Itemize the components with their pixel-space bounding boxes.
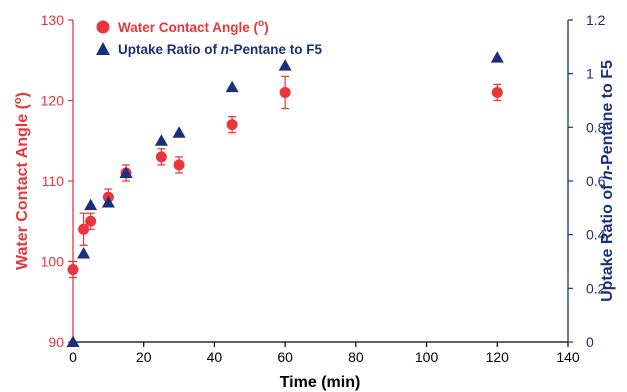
- legend-label-uptake-ratio: Uptake Ratio of n-Pentane to F5: [118, 42, 323, 57]
- contact-angle-point: [226, 119, 238, 131]
- axes: 0 20 40 60 80 100 120 140 90 100 110 120 130 0 0.2 0.4 0…: [41, 12, 606, 365]
- contact-angle-point: [67, 264, 79, 276]
- contact-angle-point: [155, 151, 167, 163]
- uptake-ratio-point: [101, 195, 115, 208]
- y-left-tick-label: 120: [41, 93, 65, 109]
- x-tick-label: 0: [69, 349, 77, 365]
- x-tick-label: 140: [556, 349, 580, 365]
- x-tick-label: 40: [207, 349, 223, 365]
- legend: Water Contact Angle (o) Uptake Ratio of …: [96, 18, 323, 57]
- y-right-tick-label: 0.2: [586, 280, 606, 296]
- contact-angle-point: [78, 223, 90, 235]
- legend-triangle-marker: [96, 42, 110, 55]
- uptake-ratio-point: [172, 126, 186, 138]
- uptake-ratio-point: [77, 246, 91, 259]
- y-left-tick-label: 130: [41, 12, 65, 28]
- y-left-tick-label: 100: [41, 254, 65, 270]
- contact-angle-point: [85, 215, 97, 227]
- x-axis-title: Time (min): [280, 374, 361, 391]
- y-right-tick-label: 1: [586, 66, 594, 82]
- y-axis-left-title: Water Contact Angle (o): [12, 92, 31, 270]
- y-right-tick-label: 0.4: [586, 227, 606, 243]
- contact-angle-point: [491, 86, 503, 98]
- y-right-tick-label: 0.6: [586, 173, 606, 189]
- contact-angle-point: [173, 159, 185, 171]
- uptake-ratio-point: [490, 51, 504, 63]
- uptake-ratio-series: [66, 51, 504, 347]
- x-tick-label: 20: [136, 349, 152, 365]
- x-tick-label: 120: [486, 349, 510, 365]
- y-left-tick-label: 110: [42, 173, 65, 189]
- uptake-ratio-point: [278, 59, 292, 71]
- contact-angle-point: [279, 86, 291, 98]
- uptake-ratio-point: [66, 335, 80, 347]
- legend-label-contact-angle: Water Contact Angle (o): [118, 18, 269, 35]
- uptake-ratio-point: [119, 166, 133, 178]
- x-tick-label: 80: [348, 349, 364, 365]
- x-tick-label: 60: [277, 349, 293, 365]
- y-right-tick-label: 1.2: [586, 12, 606, 28]
- y-axis-right-title: Uptake Ratio of n-Pentane to F5: [599, 60, 616, 302]
- y-right-tick-label: 0: [586, 334, 594, 350]
- y-right-tick-label: 0.8: [586, 119, 606, 135]
- contact-angle-series: [67, 75, 503, 279]
- uptake-ratio-point: [154, 134, 168, 146]
- uptake-ratio-point: [84, 198, 98, 211]
- x-tick-label: 100: [415, 349, 439, 365]
- legend-circle-marker: [96, 20, 110, 34]
- uptake-ratio-point: [225, 80, 239, 93]
- y-left-tick-label: 90: [48, 334, 64, 350]
